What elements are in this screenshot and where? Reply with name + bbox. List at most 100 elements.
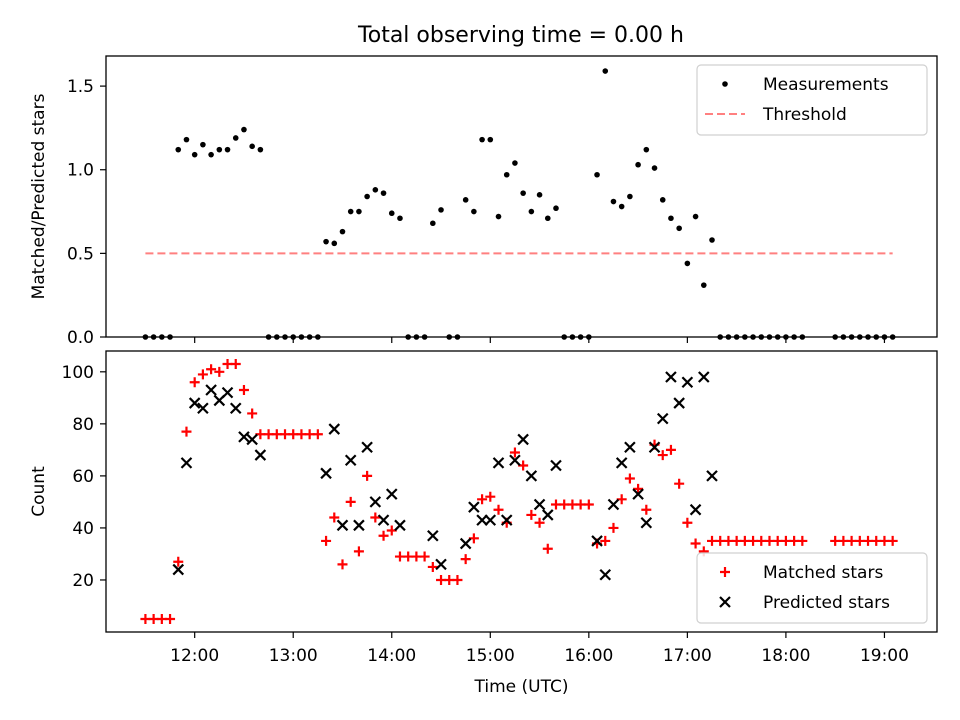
matched-star-point (247, 408, 258, 419)
predicted-star-point (344, 454, 357, 467)
measurement-point (725, 334, 732, 340)
predicted-star-point (459, 537, 472, 550)
measurement-point (421, 334, 428, 340)
predicted-star-point (689, 503, 702, 516)
measurement-point (594, 171, 600, 178)
predicted-star-point (517, 433, 529, 446)
matched-star-point (518, 460, 529, 471)
predicted-star-point (665, 371, 677, 383)
measurement-point (783, 334, 789, 340)
measurement-point (380, 190, 387, 196)
ratio-panel: 0.0 0.5 1.0 1.5 Matched/Predicted stars Measu… (29, 55, 938, 348)
predicted-star-point (427, 529, 439, 542)
measurement-point (200, 141, 206, 148)
plot-frame (105, 55, 938, 338)
measurement-point (503, 171, 510, 178)
matched-star-point (542, 543, 553, 554)
measurement-point (618, 203, 625, 210)
measurement-point (224, 146, 231, 153)
measurement-point (676, 225, 682, 232)
measurement-point (454, 334, 461, 340)
predicted-star-point (377, 514, 390, 526)
measurement-point (553, 205, 559, 212)
measurement-point (865, 334, 871, 340)
matched-star-point (641, 504, 652, 515)
measurement-point (142, 334, 149, 340)
measurement-point (840, 334, 847, 340)
matched-star-point (206, 364, 217, 375)
predicted-star-point (221, 386, 234, 399)
measurement-point (586, 334, 592, 340)
x-axis-label: Time (UTC) (474, 677, 569, 697)
predicted-star-point (599, 568, 612, 581)
measurement-point (249, 143, 255, 150)
count-panel: 20 40 60 80 100 12:00 13:00 14:00 15:00 16:00 17:0… (29, 350, 938, 697)
matched-star-point (165, 613, 176, 624)
measurement-point (487, 136, 494, 143)
matched-star-point (419, 551, 430, 562)
predicted-star-point (681, 376, 694, 388)
y-tick-label: 20 (72, 571, 94, 591)
predicted-star-point (394, 519, 406, 532)
legend: Matched stars Predicted stars (696, 552, 928, 624)
measurement-point (774, 334, 781, 340)
legend-marker (719, 596, 731, 608)
measurement-point (405, 334, 411, 340)
matched-star-point (633, 483, 644, 494)
predicted-star-point (673, 397, 685, 409)
measurement-point (208, 151, 214, 158)
predicted-star-point (500, 514, 513, 526)
matched-star-point (370, 512, 381, 523)
x-tick-label: 16:00 (564, 646, 613, 666)
measurement-point (544, 215, 551, 222)
measurement-point (495, 213, 502, 220)
matched-star-point (493, 504, 504, 515)
measurement-point (635, 161, 641, 168)
predicted-star-point (188, 397, 201, 409)
predicted-star-point (254, 449, 267, 461)
matched-star-point (345, 496, 356, 507)
y-axis-label: Matched/Predicted stars (29, 93, 49, 299)
y-tick-label: 1.5 (67, 77, 94, 97)
measurement-point (191, 151, 198, 158)
measurement-point (413, 334, 420, 340)
y-tick-label: 0.0 (67, 328, 94, 348)
legend-marker (722, 81, 728, 87)
matched-star-point (230, 359, 241, 370)
x-tick-label: 19:00 (860, 646, 909, 666)
predicted-star-point (180, 457, 193, 469)
matched-star-point (353, 546, 364, 557)
measurement-point (889, 334, 896, 340)
measurement-point (733, 334, 740, 340)
series-predicted-stars (172, 371, 718, 581)
x-tick-label: 12:00 (170, 646, 219, 666)
measurement-point (241, 126, 247, 133)
measurement-point (232, 135, 239, 141)
measurement-point (257, 146, 264, 153)
y-tick-label: 60 (72, 467, 94, 487)
x-tick-label: 15:00 (466, 646, 515, 666)
matched-star-point (189, 377, 200, 388)
matched-star-point (337, 559, 348, 570)
legend: Measurements Threshold (696, 64, 928, 136)
matched-star-point (887, 535, 898, 546)
matched-star-point (600, 535, 611, 546)
measurement-point (643, 146, 650, 153)
measurement-point (561, 334, 567, 340)
predicted-star-point (541, 509, 554, 521)
measurement-point (536, 192, 543, 198)
measurement-point (709, 237, 715, 243)
measurement-point (167, 334, 173, 340)
measurement-point (323, 238, 329, 245)
predicted-star-point (353, 519, 365, 532)
matched-star-point (452, 574, 463, 585)
measurement-point (742, 334, 748, 340)
matched-star-point (682, 517, 693, 528)
y-tick-label: 1.0 (67, 161, 94, 181)
measurement-point (799, 334, 806, 340)
predicted-star-point (369, 496, 382, 508)
chart-title: Total observing time = 0.00 h (357, 23, 684, 48)
measurement-point (659, 197, 666, 203)
measurement-point (692, 213, 699, 220)
predicted-star-point (246, 433, 258, 446)
